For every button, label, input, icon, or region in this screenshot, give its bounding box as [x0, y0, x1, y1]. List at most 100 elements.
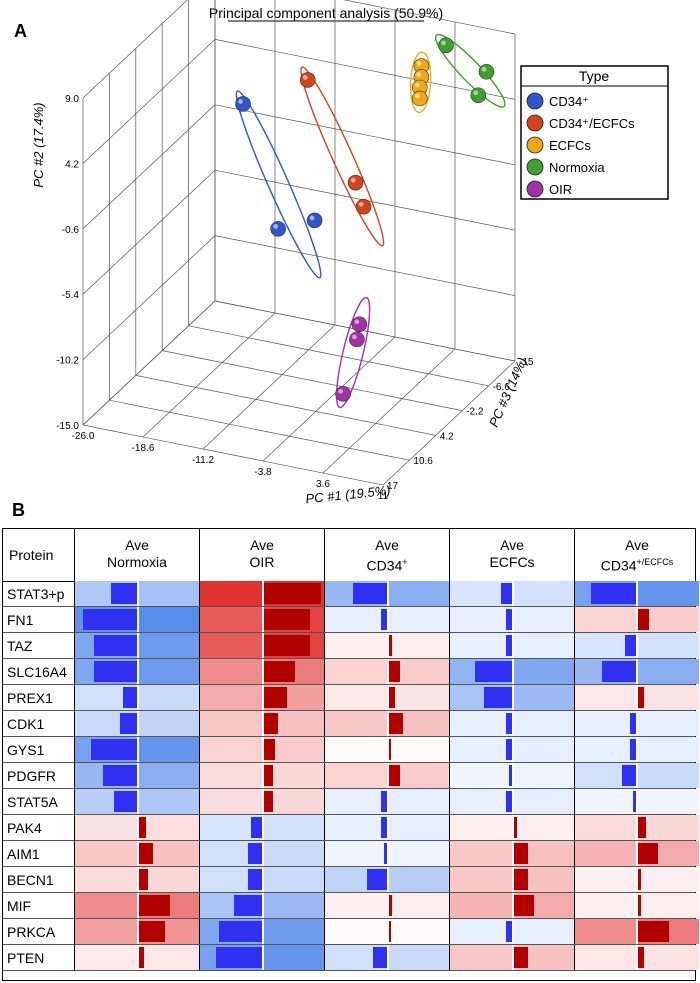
heatmap-cell — [450, 893, 575, 918]
heatmap-cell — [575, 737, 699, 762]
cluster-ellipse — [235, 90, 322, 279]
value-bar — [506, 609, 512, 630]
cell-fill-right — [388, 815, 449, 840]
heatmap-cell — [325, 815, 450, 840]
cell-center-line — [636, 581, 638, 606]
cell-center-line — [512, 763, 514, 788]
heatmap-row: PTEN — [3, 945, 699, 971]
floor-grid-line — [382, 360, 516, 486]
protein-label: STAT3+p — [3, 581, 75, 607]
value-bar — [114, 791, 137, 812]
value-bar — [514, 869, 529, 890]
cell-center-line — [387, 789, 389, 814]
heatmap-cell — [450, 867, 575, 892]
cluster-ellipse — [335, 296, 371, 409]
heatmap-cell — [575, 659, 699, 684]
value-bar — [381, 609, 387, 630]
cell-fill-left — [200, 711, 263, 736]
cell-center-line — [387, 711, 389, 736]
column-header: Ave CD34+/ECFCs — [575, 529, 699, 581]
value-bar — [247, 869, 262, 890]
back-grid-line — [214, 104, 516, 166]
cell-fill-left — [325, 893, 388, 918]
cell-center-line — [512, 581, 514, 606]
y-tick-label: -15.0 — [56, 421, 79, 432]
cell-center-line — [137, 919, 139, 944]
back-grid-line — [343, 0, 516, 35]
value-bar — [247, 843, 262, 864]
heatmap-cell — [325, 659, 450, 684]
cell-fill-right — [138, 789, 199, 814]
cell-fill-left — [200, 763, 263, 788]
value-bar — [506, 713, 512, 734]
cell-center-line — [636, 685, 638, 710]
value-bar — [264, 739, 276, 760]
column-header: Ave Normoxia — [75, 529, 200, 581]
legend-items: CD34⁺ CD34⁺/ECFCs ECFCs Normoxia OIR — [526, 92, 635, 198]
cell-center-line — [137, 815, 139, 840]
cell-center-line — [512, 919, 514, 944]
cell-center-line — [636, 659, 638, 684]
cell-center-line — [262, 659, 264, 684]
cell-fill-right — [513, 607, 574, 632]
floor-grid-line — [162, 350, 463, 411]
heatmap-cell — [450, 763, 575, 788]
value-bar — [139, 817, 146, 838]
value-bar — [624, 635, 636, 656]
cell-fill-left — [75, 867, 138, 892]
column-header-line2: OIR — [249, 554, 275, 570]
value-bar — [506, 921, 512, 942]
side-grid-line — [82, 104, 216, 230]
heatmap-cell — [325, 919, 450, 944]
cell-fill-right — [388, 919, 449, 944]
cell-fill-right — [637, 633, 699, 658]
cell-fill-left — [325, 841, 388, 866]
heatmap-cell — [450, 581, 575, 606]
cell-fill-left — [450, 919, 513, 944]
heatmap-cell — [450, 711, 575, 736]
data-point — [270, 221, 286, 237]
value-bar — [474, 661, 512, 682]
cell-fill-left — [325, 711, 388, 736]
cluster-ellipse — [434, 33, 506, 108]
protein-label: STAT5A — [3, 789, 75, 815]
cell-center-line — [512, 685, 514, 710]
legend-item-label: CD34⁺ — [549, 94, 589, 109]
cell-center-line — [387, 841, 389, 866]
column-header-superscript: +/ECFCs — [636, 557, 674, 567]
floor-grid-line — [322, 348, 456, 474]
cell-center-line — [636, 841, 638, 866]
cell-fill-left — [75, 841, 138, 866]
axis-y-label: PC #2 (17.4%) — [31, 102, 46, 187]
cell-center-line — [636, 893, 638, 918]
heatmap-cell — [450, 737, 575, 762]
data-point — [347, 174, 364, 191]
data-point-highlight — [358, 201, 364, 207]
legend-box — [520, 65, 669, 200]
x-tick-label: -3.8 — [254, 467, 272, 478]
cell-fill-left — [450, 737, 513, 762]
protein-label: PAK4 — [3, 815, 75, 841]
data-point-highlight — [273, 223, 279, 229]
cell-fill-right — [138, 867, 199, 892]
heatmap-cell — [325, 763, 450, 788]
cell-fill-left — [75, 945, 138, 970]
cluster-ellipse — [409, 51, 432, 114]
cell-fill-right — [388, 867, 449, 892]
cell-fill-left — [325, 633, 388, 658]
legend-swatch — [526, 114, 544, 132]
heatmap-cell — [450, 919, 575, 944]
cell-center-line — [137, 659, 139, 684]
z-tick-label: -2.2 — [466, 407, 484, 418]
heatmap-row: CDK1 — [3, 711, 699, 737]
cell-fill-right — [388, 841, 449, 866]
heatmap-cell — [75, 815, 200, 840]
data-point — [355, 198, 372, 215]
pca-title: Principal component analysis (50.9%) — [209, 5, 443, 21]
value-bar — [111, 583, 137, 604]
cell-center-line — [387, 893, 389, 918]
cell-center-line — [262, 685, 264, 710]
back-grid-line — [214, 39, 516, 100]
protein-label: PDGFR — [3, 763, 75, 789]
heatmap-cell — [325, 945, 450, 970]
